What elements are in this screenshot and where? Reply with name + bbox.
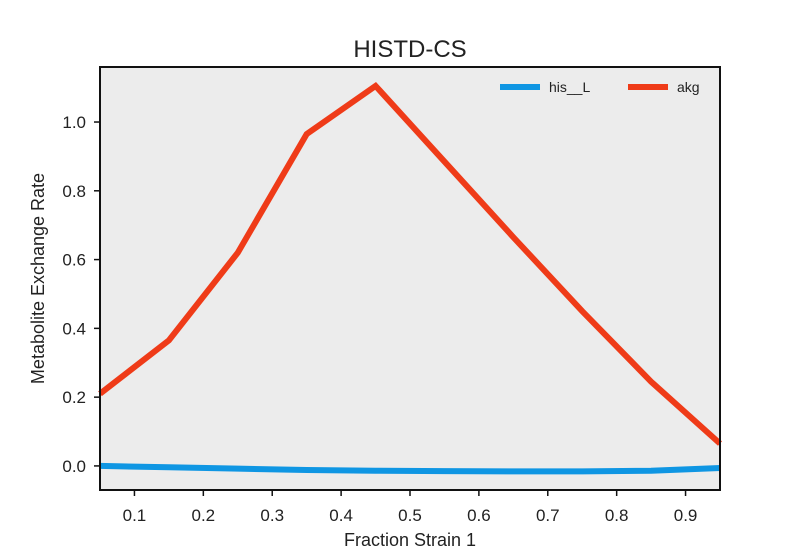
series-line-his__L — [99, 462, 721, 475]
y-tick-label: 0.6 — [62, 251, 86, 270]
y-tick-label: 0.8 — [62, 182, 86, 201]
x-tick-label: 0.5 — [398, 506, 422, 525]
x-tick-label: 0.4 — [329, 506, 353, 525]
x-axis: 0.1 0.2 0.3 0.4 0.5 0.6 0.7 0.8 0.9 — [123, 490, 698, 525]
y-axis: 0.0 0.2 0.4 0.6 0.8 1.0 — [62, 113, 100, 476]
y-tick-label: 0.4 — [62, 319, 86, 338]
legend-label-akg: akg — [677, 79, 700, 95]
x-tick-label: 0.3 — [260, 506, 284, 525]
x-tick-label: 0.7 — [536, 506, 560, 525]
y-axis-label: Metabolite Exchange Rate — [28, 173, 48, 384]
y-tick-label: 1.0 — [62, 113, 86, 132]
y-tick-label: 0.2 — [62, 388, 86, 407]
legend: his__L akg — [500, 79, 700, 95]
plot-background — [100, 67, 720, 490]
series-group — [98, 81, 723, 475]
x-tick-label: 0.2 — [192, 506, 216, 525]
chart-title: HISTD-CS — [353, 36, 466, 63]
x-tick-label: 0.6 — [467, 506, 491, 525]
x-axis-label: Fraction Strain 1 — [344, 530, 476, 550]
x-tick-label: 0.1 — [123, 506, 147, 525]
legend-label-his__L: his__L — [549, 79, 590, 95]
x-tick-label: 0.8 — [605, 506, 629, 525]
y-tick-label: 0.0 — [62, 457, 86, 476]
series-line-akg — [98, 81, 723, 446]
x-tick-label: 0.9 — [674, 506, 698, 525]
